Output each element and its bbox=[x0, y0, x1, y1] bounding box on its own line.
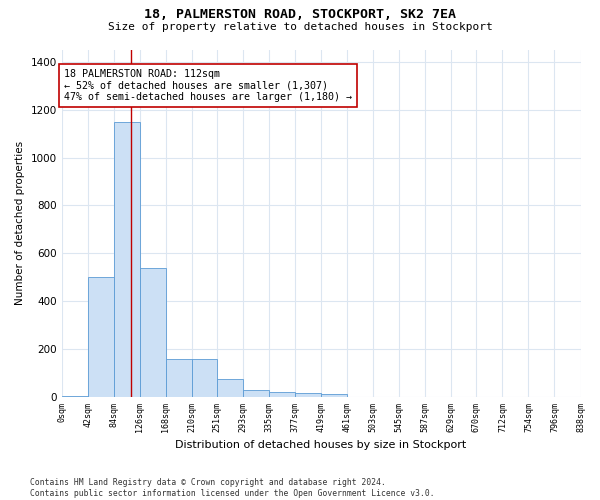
Bar bbox=[88, 277, 113, 397]
Bar bbox=[269, 392, 295, 397]
Bar bbox=[295, 392, 321, 397]
Bar bbox=[191, 358, 217, 397]
Bar bbox=[140, 268, 166, 397]
Text: 18, PALMERSTON ROAD, STOCKPORT, SK2 7EA: 18, PALMERSTON ROAD, STOCKPORT, SK2 7EA bbox=[144, 8, 456, 20]
Bar bbox=[321, 394, 347, 397]
Bar bbox=[217, 379, 243, 397]
Bar bbox=[243, 390, 269, 397]
Y-axis label: Number of detached properties: Number of detached properties bbox=[15, 142, 25, 306]
Bar bbox=[62, 396, 88, 397]
Text: 18 PALMERSTON ROAD: 112sqm
← 52% of detached houses are smaller (1,307)
47% of s: 18 PALMERSTON ROAD: 112sqm ← 52% of deta… bbox=[64, 69, 352, 102]
X-axis label: Distribution of detached houses by size in Stockport: Distribution of detached houses by size … bbox=[175, 440, 467, 450]
Bar bbox=[113, 122, 140, 397]
Bar bbox=[166, 358, 191, 397]
Text: Contains HM Land Registry data © Crown copyright and database right 2024.
Contai: Contains HM Land Registry data © Crown c… bbox=[30, 478, 434, 498]
Text: Size of property relative to detached houses in Stockport: Size of property relative to detached ho… bbox=[107, 22, 493, 32]
